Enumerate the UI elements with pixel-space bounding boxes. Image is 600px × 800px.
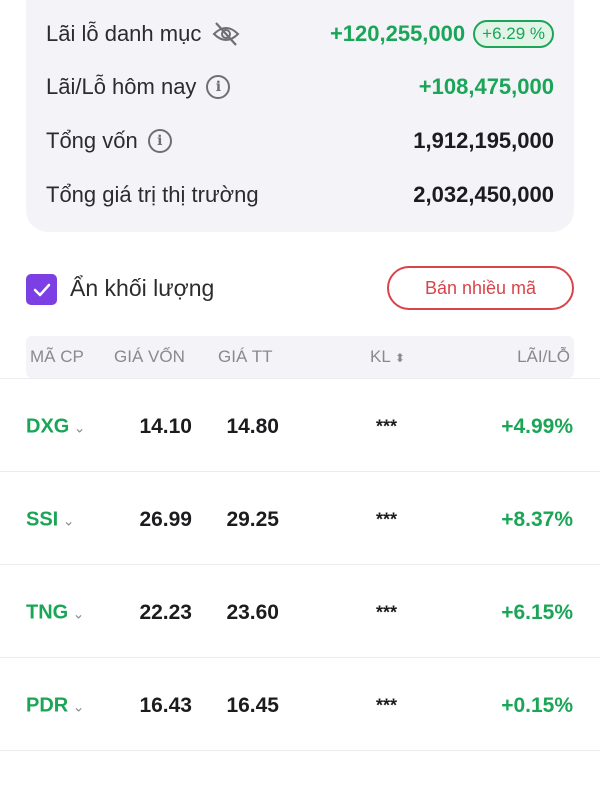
volume: *** [376, 416, 398, 436]
cost-price: 16.43 [139, 693, 192, 717]
divider [0, 564, 600, 565]
divider [0, 750, 600, 751]
chevron-down-icon: ⌄ [62, 512, 75, 528]
header-volume-sort[interactable]: KL ⬍ [370, 347, 405, 367]
symbol-dropdown[interactable]: DXG ⌄ [26, 415, 86, 438]
eye-off-icon[interactable] [211, 20, 241, 48]
divider [0, 378, 600, 379]
symbol-dropdown[interactable]: PDR ⌄ [26, 694, 84, 717]
symbol: PDR [26, 694, 69, 716]
sell-multiple-button[interactable]: Bán nhiều mã [387, 266, 574, 310]
volume: *** [376, 695, 398, 715]
info-icon[interactable]: i [147, 129, 172, 153]
header-pl: LÃI/LỖ [517, 347, 570, 366]
summary-card: Lãi lỗ danh mục +120,255,000 +6.29 % Lãi/… [26, 0, 574, 232]
symbol: SSI [26, 508, 59, 530]
market-price: 14.80 [226, 414, 279, 438]
profit-loss: +4.99% [501, 414, 573, 438]
cost-price: 14.10 [139, 414, 192, 438]
portfolio-pl-pct-badge: +6.29 % [473, 20, 554, 48]
hide-volume-label[interactable]: Ẩn khối lượng [70, 275, 215, 301]
portfolio-pl-label: Lãi lỗ danh mục [46, 21, 202, 46]
market-price: 16.45 [226, 693, 279, 717]
cost-price: 26.99 [139, 507, 192, 531]
symbol-dropdown[interactable]: TNG ⌄ [26, 601, 84, 624]
total-capital-label: Tổng vốn [46, 128, 138, 153]
profit-loss: +8.37% [501, 507, 573, 531]
market-value-label: Tổng giá trị thị trường [46, 182, 259, 207]
header-cost: GIÁ VỐN [114, 347, 185, 366]
today-pl-row: Lãi/Lỗ hôm nay i +108,475,000 [46, 72, 554, 102]
chevron-down-icon: ⌄ [72, 698, 85, 714]
volume: *** [376, 602, 398, 622]
sort-icon: ⬍ [394, 351, 405, 365]
table-row[interactable]: DXG ⌄ 14.10 14.80 *** +4.99% [0, 380, 600, 473]
total-capital-value: 1,912,195,000 [413, 128, 554, 153]
portfolio-pl-row: Lãi lỗ danh mục +120,255,000 +6.29 % [46, 19, 554, 49]
market-value-row: Tổng giá trị thị trường 2,032,450,000 [46, 180, 554, 210]
divider [0, 471, 600, 472]
portfolio-pl-value: +120,255,000 [329, 21, 466, 46]
table-row[interactable]: SSI ⌄ 26.99 29.25 *** +8.37% [0, 473, 600, 566]
table-row[interactable]: TNG ⌄ 22.23 23.60 *** +6.15% [0, 566, 600, 659]
market-value-value: 2,032,450,000 [413, 182, 554, 207]
volume: *** [376, 509, 398, 529]
header-symbol: MÃ CP [30, 347, 84, 366]
chevron-down-icon: ⌄ [73, 419, 86, 435]
info-icon[interactable]: i [206, 75, 231, 99]
header-volume: KL [370, 347, 391, 366]
symbol: TNG [26, 601, 69, 623]
market-price: 29.25 [226, 507, 279, 531]
chevron-down-icon: ⌄ [72, 605, 85, 621]
table-row[interactable]: PDR ⌄ 16.43 16.45 *** +0.15% [0, 659, 600, 752]
hide-volume-checkbox[interactable] [26, 274, 57, 305]
total-capital-row: Tổng vốn i 1,912,195,000 [46, 126, 554, 156]
table-header: MÃ CP GIÁ VỐN GIÁ TT KL ⬍ LÃI/LỖ [26, 336, 574, 378]
divider [0, 657, 600, 658]
profit-loss: +0.15% [501, 693, 573, 717]
profit-loss: +6.15% [501, 600, 573, 624]
market-price: 23.60 [226, 600, 279, 624]
symbol-dropdown[interactable]: SSI ⌄ [26, 508, 74, 531]
cost-price: 22.23 [139, 600, 192, 624]
today-pl-label: Lãi/Lỗ hôm nay [46, 74, 197, 99]
header-price: GIÁ TT [218, 347, 273, 366]
checkmark-icon [33, 283, 51, 297]
today-pl-value: +108,475,000 [418, 74, 554, 99]
symbol: DXG [26, 415, 70, 437]
